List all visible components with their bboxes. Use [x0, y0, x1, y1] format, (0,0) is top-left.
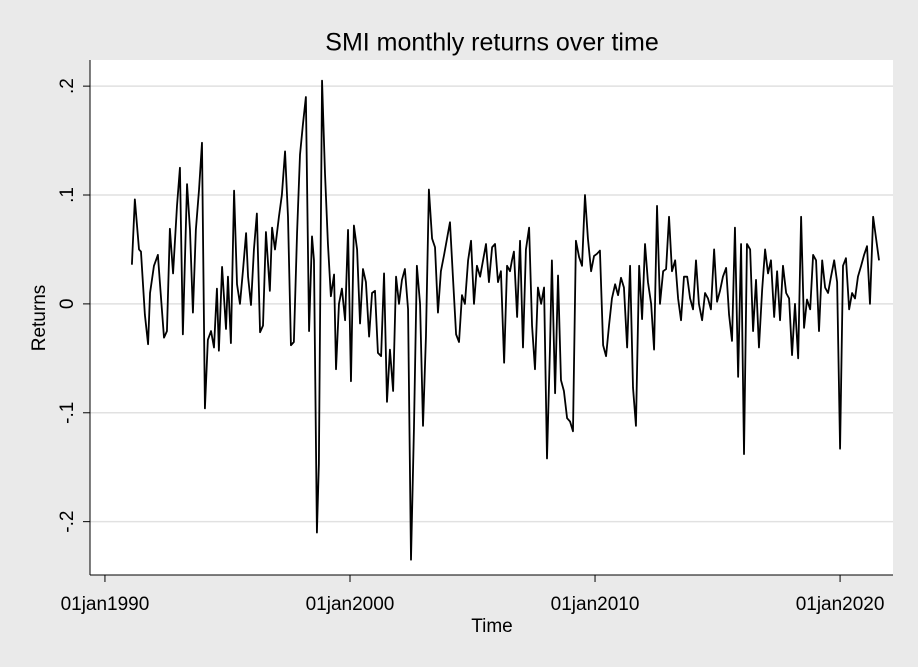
plot-area — [90, 60, 893, 575]
x-axis-label: Time — [471, 616, 513, 637]
chart-title: SMI monthly returns over time — [325, 29, 658, 57]
y-axis-label: Returns — [29, 285, 50, 352]
x-tick-label: 01jan2010 — [551, 594, 640, 615]
y-tick-label: -.2 — [57, 511, 78, 533]
y-tick-label: .1 — [57, 187, 78, 203]
y-tick-label: 0 — [57, 299, 78, 310]
y-tick-label: -.1 — [57, 402, 78, 424]
series-line — [131, 79, 880, 561]
x-tick-label: 01jan2020 — [796, 594, 885, 615]
x-tick-label: 01jan1990 — [61, 594, 150, 615]
x-tick-label: 01jan2000 — [306, 594, 395, 615]
y-tick-label: .2 — [57, 78, 78, 94]
